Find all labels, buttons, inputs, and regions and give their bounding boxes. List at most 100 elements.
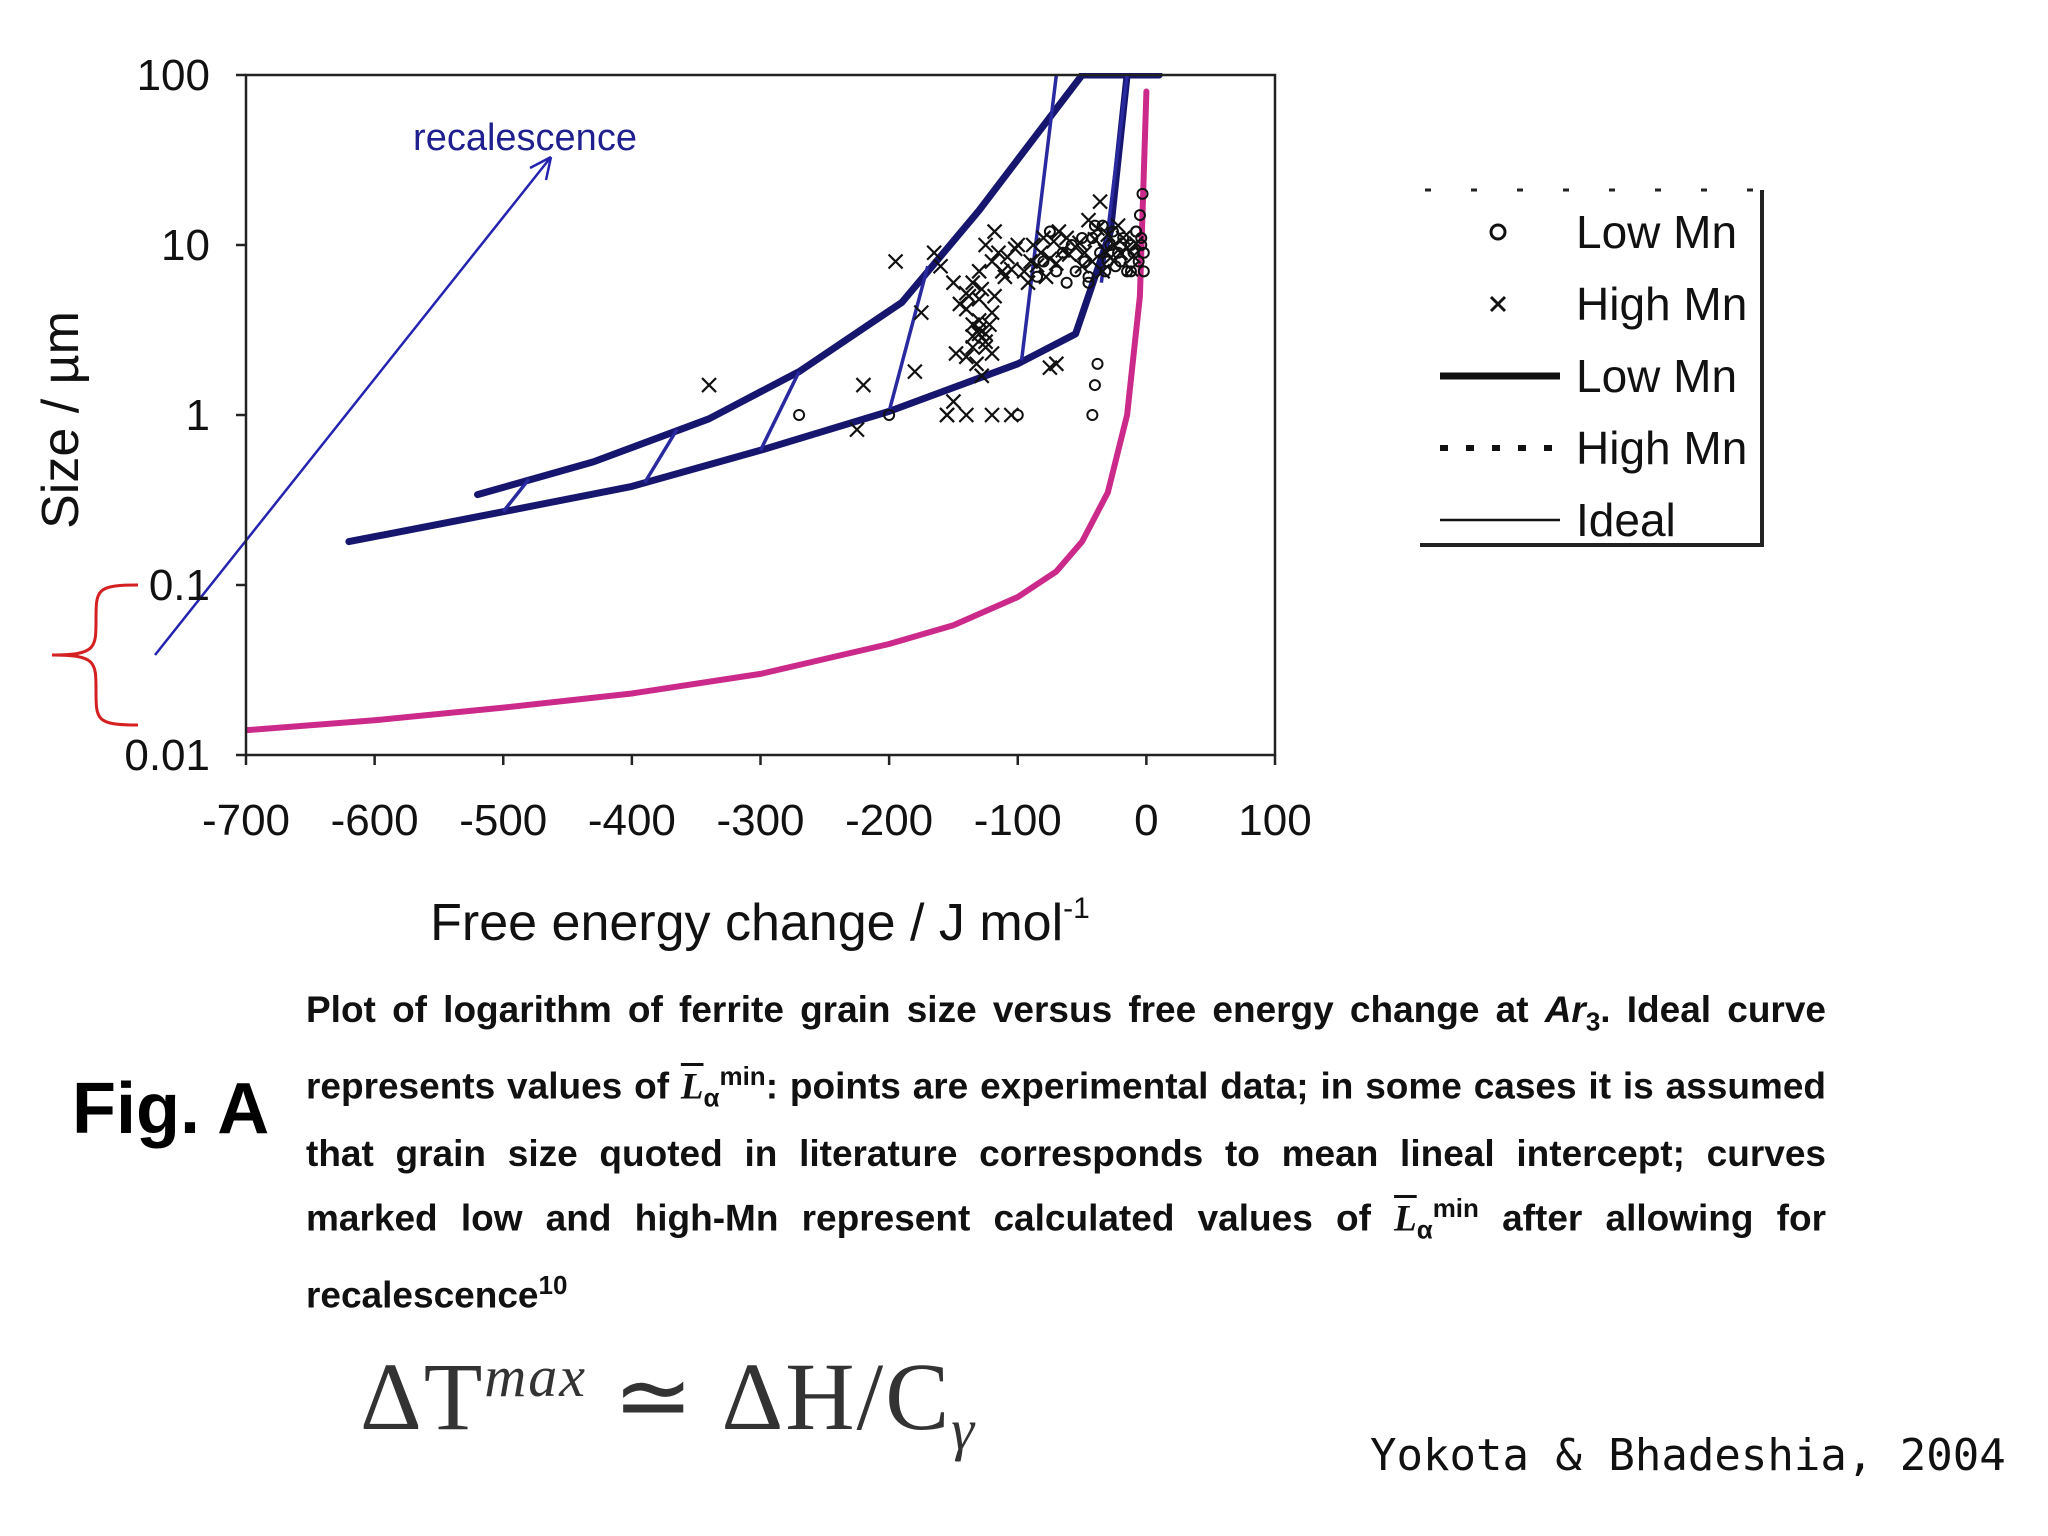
- point-high-mn: [964, 274, 981, 291]
- point-high-mn: [945, 274, 962, 291]
- point-low-mn: [1137, 246, 1150, 259]
- x-axis-title: Free energy change / J mol-1: [430, 892, 1090, 952]
- caption-symbol-2-subscript: α: [1416, 1214, 1433, 1245]
- y-tick-label: 10: [161, 221, 210, 270]
- point-high-mn: [907, 363, 923, 380]
- point-high-mn: [939, 407, 955, 423]
- x-tick-label: -400: [588, 796, 676, 845]
- point-high-mn: [986, 288, 1003, 304]
- caption-symbol-1: L: [680, 1066, 704, 1108]
- point-high-mn: [984, 345, 1000, 362]
- caption-symbol-2: L: [1394, 1198, 1417, 1240]
- point-high-mn: [948, 345, 964, 362]
- point-high-mn: [701, 377, 717, 393]
- plot-area: [246, 73, 1163, 734]
- equation-operator: ≃: [587, 1343, 722, 1450]
- point-high-mn: [964, 339, 981, 356]
- plot-layer: [51, 73, 1163, 734]
- caption-symbol-1-subscript: α: [703, 1083, 720, 1114]
- recalescence-tie-line: [758, 370, 801, 452]
- caption-ar: Ar: [1544, 989, 1586, 1030]
- point-low-mn: [1091, 357, 1104, 370]
- caption-symbol-1-superscript: min: [719, 1061, 766, 1092]
- x-tick-label: -200: [845, 796, 933, 845]
- y-tick-label: 100: [137, 51, 210, 100]
- arrow-shaft: [154, 156, 552, 656]
- point-low-mn: [1132, 255, 1145, 268]
- point-high-mn: [971, 291, 987, 307]
- legend-label: High Mn: [1576, 278, 1747, 330]
- recalescence-equation: ΔTmax ≃ ΔH/Cγ: [360, 1340, 976, 1463]
- point-high-mn: [1074, 258, 1090, 275]
- equation-lhs: ΔT: [360, 1343, 485, 1450]
- point-high-mn: [986, 223, 1003, 240]
- recalescence-tie-line: [887, 265, 930, 412]
- point-low-mn: [1082, 276, 1095, 289]
- point-low-mn: [1069, 265, 1082, 278]
- legend-label: High Mn: [1576, 422, 1747, 474]
- point-high-mn: [1128, 235, 1144, 252]
- x-tick-label: 100: [1238, 796, 1311, 845]
- point-high-mn: [1048, 255, 1065, 272]
- caption-symbol-2-superscript: min: [1432, 1193, 1479, 1224]
- x-tick-label: -300: [716, 796, 804, 845]
- point-high-mn: [1110, 217, 1126, 234]
- point-high-mn: [1094, 263, 1111, 280]
- point-low-mn: [1088, 379, 1101, 392]
- point-high-mn: [887, 253, 904, 270]
- x-tick-label: -100: [974, 796, 1062, 845]
- point-high-mn: [1123, 261, 1139, 278]
- point-high-mn: [1009, 237, 1026, 253]
- point-low-mn: [1078, 255, 1091, 268]
- point-high-mn: [1112, 245, 1129, 261]
- arrow-head-icon: [529, 155, 553, 181]
- point-high-mn: [1115, 230, 1131, 246]
- point-high-mn: [1092, 193, 1108, 210]
- point-high-mn: [1016, 263, 1032, 280]
- point-high-mn: [1038, 269, 1054, 285]
- point-low-mn: [1114, 255, 1127, 268]
- caption-part-3: : points are experimental data; in some …: [306, 1065, 1826, 1239]
- y-tick-label: 1: [186, 391, 210, 440]
- legend-label: Low Mn: [1576, 350, 1737, 402]
- curve-ideal: [246, 88, 1150, 734]
- caption-part-4: after allowing for recalescence: [306, 1197, 1826, 1316]
- point-high-mn: [945, 393, 962, 410]
- recalescence-label: recalescence: [413, 117, 637, 159]
- point-high-mn: [971, 263, 987, 280]
- point-low-mn: [1031, 270, 1044, 283]
- y-tick-label: 0.1: [149, 561, 210, 610]
- axis-layer: -700 -600 -500 -400 -300 -200 -100 0 100 0.01 0.1 1…: [124, 51, 1311, 845]
- point-high-mn: [981, 316, 998, 333]
- point-high-mn: [1089, 220, 1106, 237]
- recalescence-tie-line: [643, 428, 679, 484]
- x-tick-label: -500: [459, 796, 547, 845]
- x-tick-label: -600: [331, 796, 419, 845]
- point-high-mn: [1097, 243, 1113, 259]
- point-high-mn: [1003, 407, 1020, 423]
- point-low-mn: [1086, 409, 1099, 421]
- point-high-mn: [958, 349, 975, 365]
- point-high-mn: [1033, 245, 1049, 261]
- figure-caption: Plot of logarithm of ferrite grain size …: [306, 982, 1826, 1322]
- bracket-icon: [51, 583, 139, 727]
- x-tick-label: -700: [202, 796, 290, 845]
- point-high-mn: [855, 377, 872, 393]
- recalescence-tie-line: [501, 477, 531, 513]
- point-high-mn: [984, 304, 1000, 321]
- legend-symbol-cross-icon: [1489, 295, 1507, 313]
- caption-part-1: Plot of logarithm of ferrite grain size …: [306, 989, 1545, 1030]
- point-high-mn: [1102, 250, 1119, 266]
- recalescence-arrow: [154, 155, 553, 656]
- y-axis-title: Size / µm: [32, 311, 90, 529]
- point-high-mn: [932, 258, 949, 275]
- legend: Low Mn High Mn Low Mn High Mn Ideal: [1420, 188, 1764, 547]
- point-high-mn: [977, 326, 994, 342]
- point-high-mn: [973, 368, 990, 384]
- figure-label: Fig. A: [72, 1069, 270, 1149]
- legend-frame: [1420, 190, 1764, 547]
- point-high-mn: [1035, 230, 1052, 246]
- caption-reference: 10: [538, 1269, 568, 1300]
- point-low-mn: [1060, 276, 1073, 289]
